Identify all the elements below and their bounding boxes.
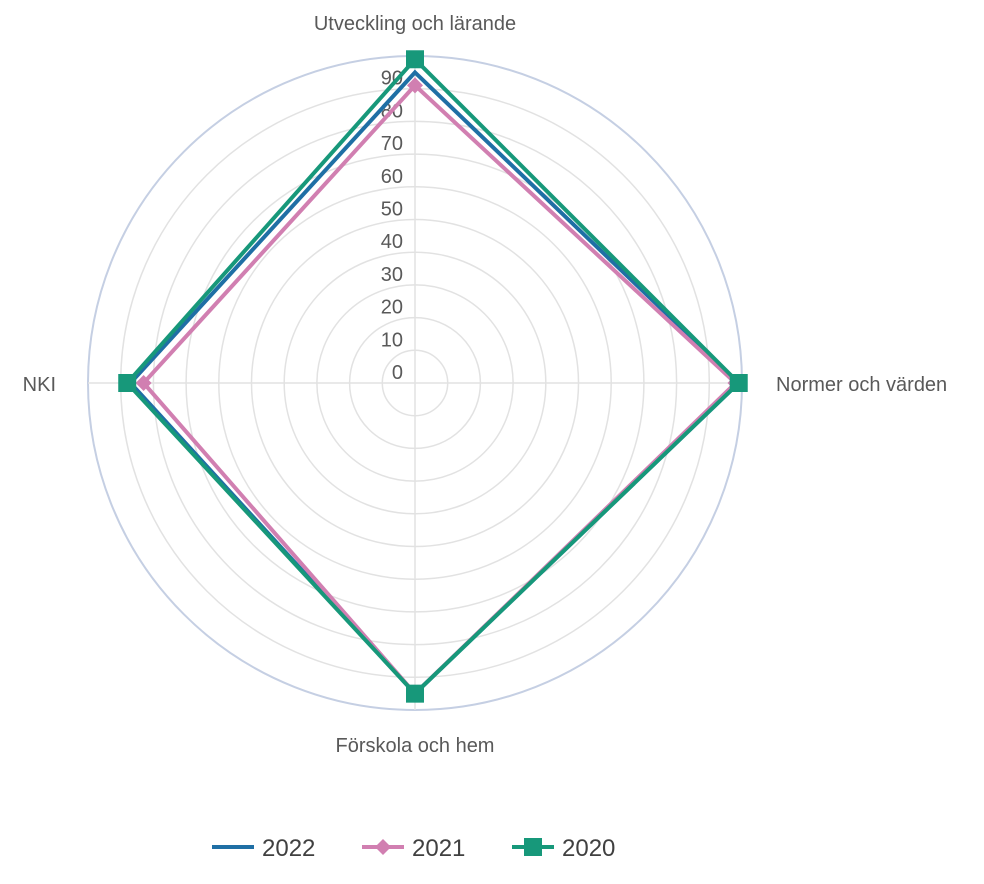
legend-label: 2022 xyxy=(262,835,315,862)
data-point-diamond xyxy=(407,77,423,94)
axis-label: Normer och värden xyxy=(776,374,947,396)
legend-item-2020[interactable]: 2020 xyxy=(512,835,615,862)
tick-label: 70 xyxy=(381,133,403,155)
tick-label: 10 xyxy=(381,329,403,351)
data-point-square-legend xyxy=(524,838,542,856)
tick-label: 20 xyxy=(381,297,403,319)
series-group xyxy=(118,50,748,703)
data-point-square xyxy=(118,374,137,392)
tick-label: 40 xyxy=(381,231,403,253)
radar-grid xyxy=(87,55,743,711)
data-point-square xyxy=(729,374,748,392)
axis-label: NKI xyxy=(23,374,56,396)
legend-label: 2021 xyxy=(412,835,465,862)
data-point-square xyxy=(406,684,424,703)
tick-label: 60 xyxy=(381,166,403,188)
tick-label: 50 xyxy=(381,199,403,221)
series-2020 xyxy=(118,50,748,703)
series-line-2021 xyxy=(140,82,739,697)
data-point-diamond-legend xyxy=(375,839,391,855)
legend-item-2022[interactable]: 2022 xyxy=(212,835,315,862)
legend-item-2021[interactable]: 2021 xyxy=(362,835,465,862)
data-point-square xyxy=(406,50,424,69)
axis-labels: Utveckling och lärande Normer och värden F… xyxy=(23,13,948,757)
axis-label: Förskola och hem xyxy=(336,735,495,757)
axis-label: Utveckling och lärande xyxy=(314,13,516,35)
data-point-diamond xyxy=(135,375,152,391)
tick-label: 0 xyxy=(392,362,403,384)
legend[interactable]: 2022 2021 2020 xyxy=(212,835,615,862)
tick-label: 90 xyxy=(381,68,403,90)
legend-label: 2020 xyxy=(562,835,615,862)
tick-label: 30 xyxy=(381,264,403,286)
